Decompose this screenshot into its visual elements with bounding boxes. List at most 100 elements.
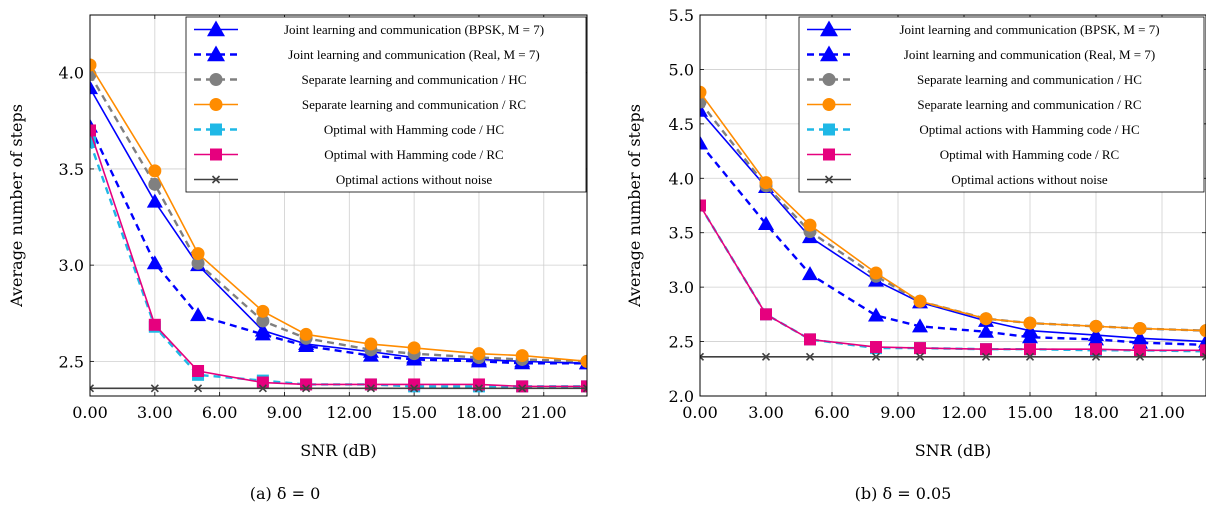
series-7 (700, 352, 1206, 361)
x-tick-label: 9.00 (880, 403, 916, 422)
legend-marker (210, 123, 222, 136)
data-point (190, 307, 207, 322)
legend-marker (209, 73, 223, 86)
data-point (364, 378, 377, 391)
data-point (1025, 352, 1035, 361)
data-point (298, 337, 315, 352)
y-tick-label: 3.5 (59, 160, 84, 179)
data-point (366, 384, 375, 393)
legend: Joint learning and communication (BPSK, … (185, 16, 587, 193)
chart-a: 0.00 3.00 6.00 9.00 12.00 15.00 18.00 21.00 2.5 3… (7, 14, 588, 503)
x-tick-label: 6.00 (814, 403, 850, 422)
x-tick-label: 21.00 (1139, 403, 1185, 422)
legend-marker (822, 73, 836, 86)
chart-b: 0.00 3.00 6.00 9.00 12.00 15.00 18.00 21.00 2.0 2… (625, 6, 1206, 503)
legend-box (185, 16, 587, 193)
y-tick-label: 5.5 (669, 6, 694, 25)
data-point (915, 352, 925, 361)
data-point (1090, 343, 1102, 356)
data-point (364, 337, 378, 351)
series-line (700, 205, 1206, 352)
legend-label: Joint learning and communication (BPSK, … (899, 22, 1159, 37)
legend-marker (207, 20, 225, 37)
series-6 (700, 199, 1206, 357)
x-axis-label: SNR (dB) (915, 441, 992, 460)
data-point (192, 364, 205, 377)
x-tick-label: 0.00 (72, 403, 108, 422)
data-point (407, 341, 421, 355)
legend-marker (823, 148, 835, 161)
data-point (760, 308, 772, 321)
series-line (700, 91, 1206, 332)
data-point (299, 327, 313, 341)
data-point (1201, 352, 1206, 361)
y-tick-label: 3.0 (669, 278, 694, 297)
data-point (302, 384, 311, 393)
legend-item: Joint learning and communication (Real, … (194, 45, 540, 62)
series-4 (90, 58, 587, 368)
legend-label: Optimal with Hamming code / RC (324, 147, 503, 162)
data-point (869, 266, 883, 280)
x-tick-label: 15.00 (391, 403, 437, 422)
data-point (981, 352, 991, 361)
data-point (914, 342, 926, 355)
legend-item: Optimal with Hamming code / RC (807, 147, 1119, 162)
series-line (90, 74, 587, 363)
x-tick-label: 3.00 (748, 403, 784, 422)
y-tick-label: 4.0 (669, 169, 694, 188)
data-point (256, 376, 269, 389)
data-point (870, 341, 882, 354)
data-point (912, 318, 928, 333)
legend-label: Optimal with Hamming code / HC (324, 122, 504, 137)
data-point (1088, 331, 1104, 346)
legend-marker (823, 123, 835, 136)
legend-label: Separate learning and communication / RC (917, 97, 1141, 112)
data-point (805, 352, 815, 361)
data-point (90, 80, 98, 95)
y-tick-label: 3.5 (669, 224, 694, 243)
x-tick-label: 15.00 (1007, 403, 1053, 422)
axes-frame (699, 14, 1206, 397)
legend-label: Optimal with Hamming code / RC (940, 147, 1119, 162)
x-tick-label: 0.00 (682, 403, 718, 422)
legend-label: Separate learning and communication / HC (302, 72, 527, 87)
data-point (191, 247, 205, 261)
x-axis-label: SNR (dB) (300, 441, 377, 460)
legend-label: Optimal actions without noise (951, 172, 1108, 187)
legend-marker (209, 98, 223, 111)
legend-item: Separate learning and communication / HC (807, 72, 1142, 87)
data-point (1091, 352, 1101, 361)
plot-area (90, 58, 587, 393)
legend-box (798, 16, 1205, 193)
data-point (1023, 316, 1037, 330)
legend-item: Optimal actions without noise (194, 172, 492, 187)
data-point (761, 352, 771, 361)
legend-label: Separate learning and communication / HC (917, 72, 1142, 87)
data-point (1133, 322, 1147, 336)
data-point (472, 347, 486, 361)
legend-label: Joint learning and communication (Real, … (904, 47, 1155, 62)
series-line (700, 142, 1206, 347)
data-point (90, 68, 97, 82)
x-tick-label: 12.00 (326, 403, 372, 422)
y-tick-label: 2.5 (669, 333, 694, 352)
legend-item: Optimal with Hamming code / HC (194, 122, 504, 137)
data-point (474, 384, 484, 393)
data-point (804, 333, 816, 346)
data-point (1200, 344, 1206, 357)
data-point (410, 384, 419, 393)
data-point (193, 384, 203, 393)
legend-marker (820, 20, 838, 37)
data-point (979, 312, 993, 326)
data-point (913, 294, 927, 308)
data-point (90, 136, 96, 148)
legend-item: Joint learning and communication (Real, … (807, 45, 1155, 62)
legend-label: Optimal actions with Hamming code / HC (919, 122, 1139, 137)
legend: Joint learning and communication (BPSK, … (798, 16, 1205, 193)
series-line (90, 87, 587, 365)
legend-item: Optimal actions without noise (807, 172, 1108, 187)
data-point (472, 378, 485, 391)
x-tick-label: 3.00 (137, 403, 173, 422)
legend-label: Joint learning and communication (Real, … (288, 47, 539, 62)
data-point (191, 256, 205, 270)
